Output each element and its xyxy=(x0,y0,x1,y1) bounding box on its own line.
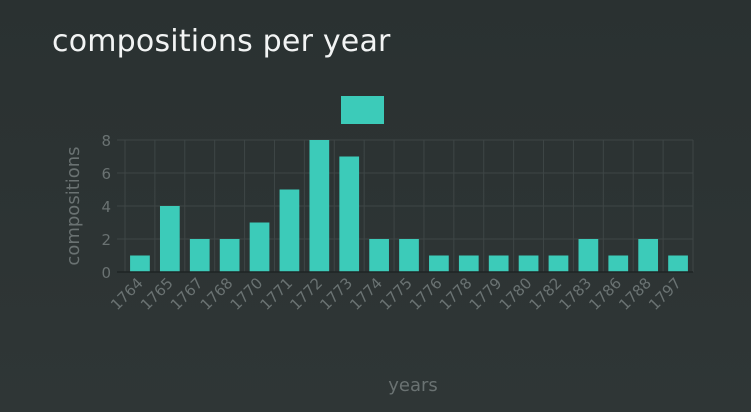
y-tick-label: 2 xyxy=(101,231,111,249)
bar-1783[interactable] xyxy=(578,239,599,272)
x-tick-label: 1775 xyxy=(376,274,416,314)
bar-1767[interactable] xyxy=(189,239,210,272)
bar-1788[interactable] xyxy=(638,239,659,272)
y-tick-label: 8 xyxy=(101,132,111,150)
bar-1779[interactable] xyxy=(488,255,509,273)
x-tick-label: 1786 xyxy=(585,274,625,314)
bar-1773[interactable] xyxy=(339,156,360,273)
bar-1797[interactable] xyxy=(668,255,688,273)
x-tick-label: 1776 xyxy=(406,274,446,314)
x-tick-label: 1765 xyxy=(137,274,177,314)
bar-1775[interactable] xyxy=(399,239,419,272)
x-tick-label: 1782 xyxy=(526,274,566,314)
bar-1780[interactable] xyxy=(518,255,539,273)
axes: 0246817641765176717681770177117721773177… xyxy=(101,132,693,314)
x-tick-label: 1770 xyxy=(227,274,267,314)
y-tick-label: 0 xyxy=(101,264,111,282)
chart-title: compositions per year xyxy=(52,24,391,59)
x-tick-label: 1783 xyxy=(555,274,595,314)
x-axis-title: years xyxy=(388,375,438,396)
y-axis-title: compositions xyxy=(63,146,84,265)
x-tick-label: 1773 xyxy=(316,274,356,314)
bar-1776[interactable] xyxy=(429,255,449,273)
bar-1786[interactable] xyxy=(608,255,629,273)
bar-1768[interactable] xyxy=(219,239,240,272)
bar-1764[interactable] xyxy=(130,255,150,273)
bar-series xyxy=(130,140,688,272)
bar-1770[interactable] xyxy=(249,222,270,273)
bar-1774[interactable] xyxy=(369,239,389,272)
bar-1778[interactable] xyxy=(458,255,479,273)
x-tick-label: 1788 xyxy=(615,274,655,314)
legend xyxy=(341,96,384,124)
x-tick-label: 1797 xyxy=(645,274,685,314)
x-tick-label: 1779 xyxy=(466,274,506,314)
y-tick-label: 6 xyxy=(101,165,111,183)
x-tick-label: 1772 xyxy=(286,274,326,314)
bar-1765[interactable] xyxy=(159,206,180,272)
x-tick-label: 1771 xyxy=(257,274,297,314)
x-tick-label: 1767 xyxy=(167,274,207,314)
x-tick-label: 1778 xyxy=(436,274,476,314)
bar-1782[interactable] xyxy=(548,255,569,273)
bar-1771[interactable] xyxy=(279,189,300,273)
x-tick-label: 1764 xyxy=(107,274,147,314)
y-tick-label: 4 xyxy=(101,198,111,216)
x-tick-label: 1768 xyxy=(197,274,237,314)
x-tick-label: 1780 xyxy=(496,274,536,314)
bar-1772[interactable] xyxy=(309,140,330,272)
legend-swatch[interactable] xyxy=(341,96,384,124)
x-tick-label: 1774 xyxy=(346,274,386,314)
